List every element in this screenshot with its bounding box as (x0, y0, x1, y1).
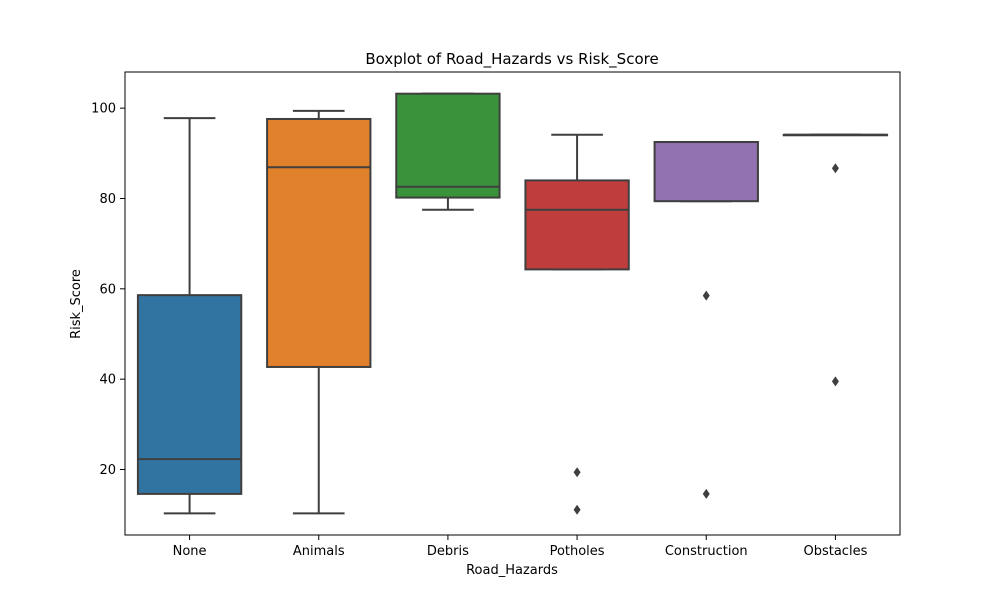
y-tick-label: 40 (99, 373, 116, 388)
y-axis: 20 40 60 80 100 (91, 102, 125, 478)
x-tick-label: Obstacles (803, 544, 867, 559)
outlier-point (573, 467, 581, 478)
outlier-point (702, 290, 710, 301)
x-tick-label: Potholes (550, 544, 605, 559)
x-tick-label: Animals (293, 544, 345, 559)
outlier-point (831, 163, 839, 174)
box-animals (266, 109, 372, 515)
box-iqr (266, 117, 372, 368)
box-iqr (653, 141, 759, 203)
y-tick-label: 20 (99, 463, 116, 478)
box-iqr (136, 294, 243, 495)
box-potholes (524, 133, 630, 515)
x-tick-label: Construction (665, 544, 748, 559)
box-obstacles (782, 133, 889, 387)
box-iqr (395, 92, 501, 199)
y-tick-label: 60 (99, 282, 116, 297)
y-tick-label: 100 (91, 102, 116, 117)
box-none (136, 117, 243, 515)
x-axis: None Animals Debris Potholes Construction Obs… (173, 535, 868, 559)
outlier-point (702, 488, 710, 499)
plot-frame (124, 71, 901, 536)
plot-area (136, 92, 889, 515)
box-construction (653, 141, 759, 499)
x-tick-label: Debris (427, 544, 469, 559)
outlier-point (573, 504, 581, 515)
y-axis-label: Risk_Score (69, 269, 84, 339)
outlier-point (831, 376, 839, 387)
y-tick-label: 80 (99, 192, 116, 207)
x-axis-label: Road_Hazards (466, 563, 558, 578)
box-debris (395, 92, 501, 211)
x-tick-label: None (173, 544, 207, 559)
box-iqr (524, 179, 630, 271)
chart-title: Boxplot of Road_Hazards vs Risk_Score (365, 50, 658, 69)
